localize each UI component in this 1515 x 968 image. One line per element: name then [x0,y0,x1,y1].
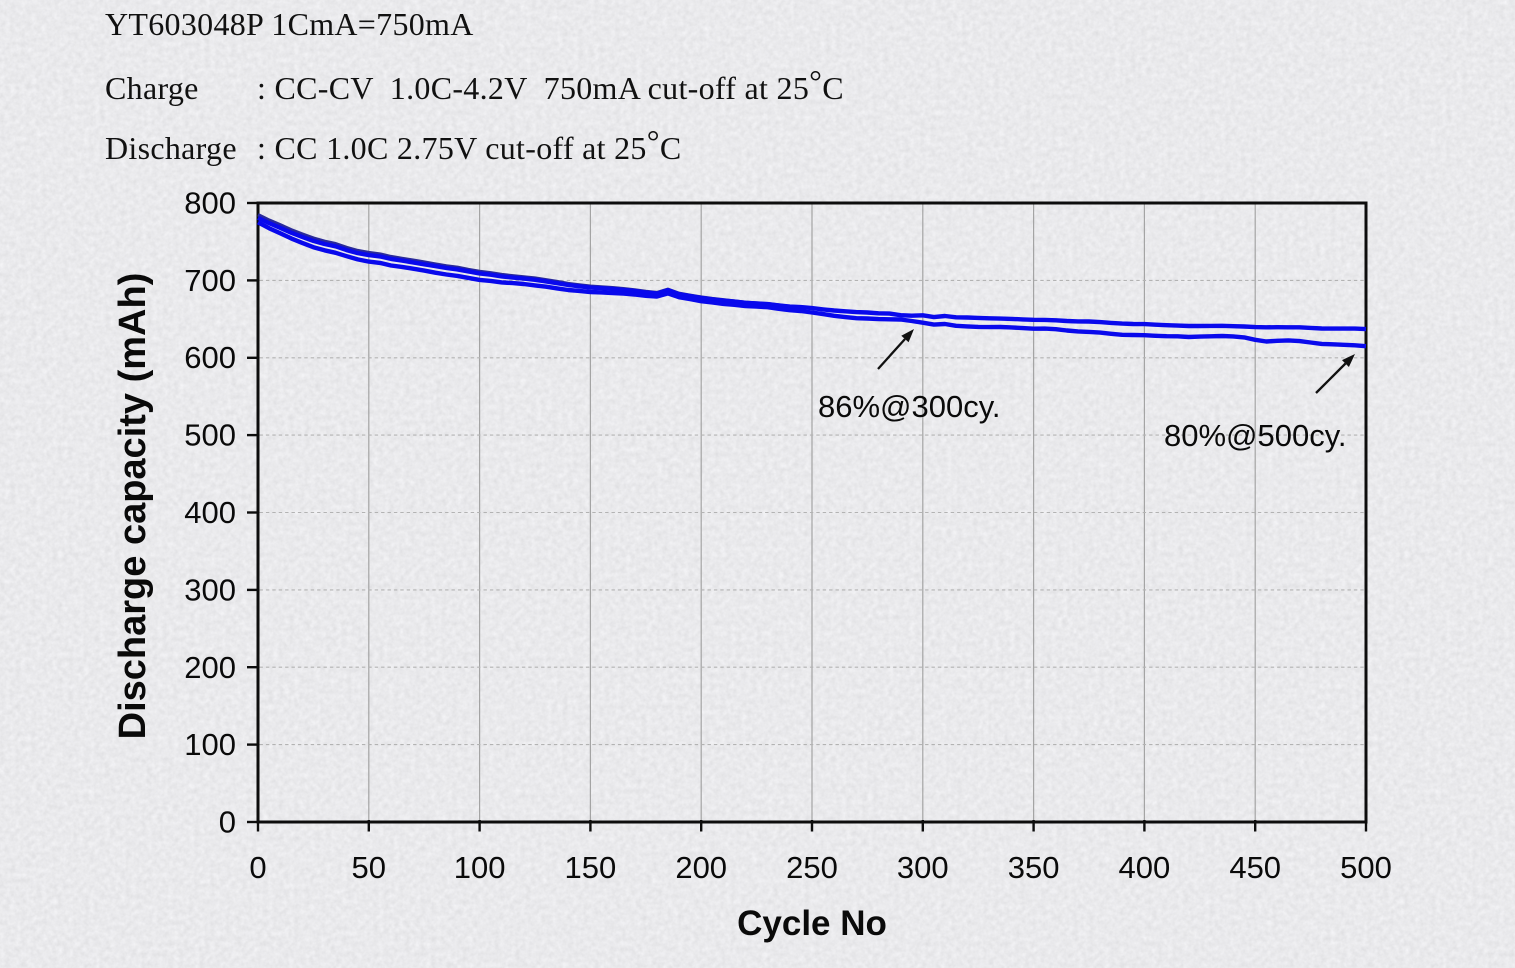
svg-text:Cycle No: Cycle No [737,904,887,943]
svg-text:200: 200 [184,650,236,685]
svg-text:50: 50 [352,850,386,885]
svg-text:100: 100 [184,727,236,762]
svg-text:500: 500 [1340,850,1392,885]
svg-text:300: 300 [897,850,949,885]
svg-text:450: 450 [1229,850,1281,885]
svg-text:400: 400 [184,495,236,530]
svg-text:0: 0 [249,850,266,885]
svg-text:150: 150 [565,850,617,885]
svg-text:800: 800 [184,186,236,221]
svg-text:200: 200 [675,850,727,885]
svg-text:250: 250 [786,850,838,885]
svg-text:700: 700 [184,263,236,298]
svg-text:Discharge capacity (mAh): Discharge capacity (mAh) [112,273,154,740]
svg-text:500: 500 [184,418,236,453]
svg-text:0: 0 [219,805,236,840]
svg-text:400: 400 [1119,850,1171,885]
svg-text:300: 300 [184,572,236,607]
svg-text:100: 100 [454,850,506,885]
svg-text:80%@500cy.: 80%@500cy. [1164,418,1347,453]
svg-text:600: 600 [184,340,236,375]
svg-text:86%@300cy.: 86%@300cy. [818,389,1001,424]
svg-text:350: 350 [1008,850,1060,885]
